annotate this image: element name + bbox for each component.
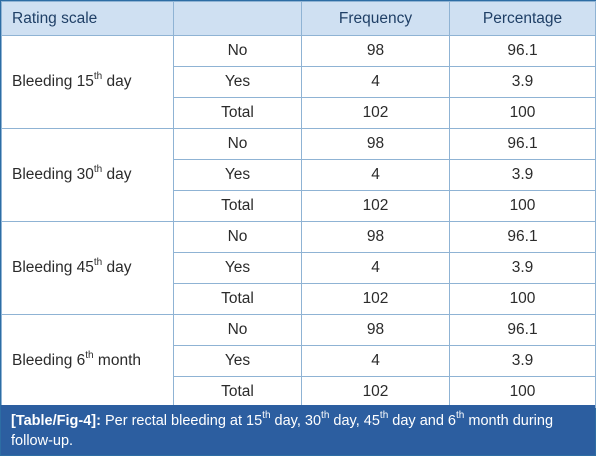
table-row: Total 102 100 [2,283,596,315]
frequency-cell: 4 [301,159,450,191]
percentage-cell: 100 [449,190,596,222]
group-label: Bleeding 15th day [1,35,174,129]
caption-text: Per rectal bleeding at 15th day, 30th da… [11,410,554,449]
response-cell: Total [173,97,302,129]
table-row: Yes 4 3.9 [2,345,596,377]
group-label-sup: th [93,70,103,82]
response-cell: Yes [173,66,302,98]
caption-sup: th [456,410,465,422]
table-caption: [Table/Fig-4]: Per rectal bleeding at 15… [1,405,595,455]
group-label: Bleeding 45th day [1,221,174,315]
response-cell: No [173,221,302,253]
frequency-cell: 102 [301,190,450,222]
caption-sup: th [379,410,389,422]
table-row: Bleeding 30th day No 98 96.1 [1,128,596,222]
group-label-sup: th [93,163,103,175]
percentage-cell: 96.1 [449,314,596,346]
caption-segment: day, 45 [329,413,380,429]
caption-sup: th [262,410,271,422]
header-percentage: Percentage [449,1,596,36]
group-label-suffix: day [102,259,132,276]
table-row: Yes 4 3.9 [2,66,596,98]
response-cell: Total [173,190,302,222]
percentage-cell: 100 [449,97,596,129]
group-label-suffix: month [93,352,141,369]
group-label-main: Bleeding 6 [12,352,86,369]
group-label-sup: th [93,256,103,268]
group-label: Bleeding 30th day [1,128,174,222]
caption-tag: [Table/Fig-4]: [11,413,101,429]
frequency-cell: 4 [301,345,450,377]
frequency-cell: 98 [301,35,450,67]
frequency-cell: 102 [301,97,450,129]
percentage-cell: 96.1 [449,35,596,67]
table-row: Bleeding 6th month No 98 96.1 [1,314,596,408]
group-label-main: Bleeding 45 [12,259,94,276]
percentage-cell: 3.9 [449,159,596,191]
percentage-cell: 100 [449,376,596,408]
percentage-cell: 3.9 [449,252,596,284]
bleeding-table: Rating scale Frequency Percentage Bleedi… [1,1,596,408]
group-label: Bleeding 6th month [1,314,174,408]
caption-segment: month during follow-up. [11,413,554,449]
frequency-cell: 98 [301,128,450,160]
frequency-cell: 102 [301,376,450,408]
frequency-cell: 98 [301,314,450,346]
response-cell: Yes [173,159,302,191]
group-label-suffix: day [102,166,132,183]
frequency-cell: 102 [301,283,450,315]
response-cell: Total [173,376,302,408]
response-cell: No [173,314,302,346]
header-frequency: Frequency [301,1,450,36]
frequency-cell: 4 [301,252,450,284]
caption-segment: Per rectal bleeding at 15 [100,413,263,429]
caption-segment: day and 6 [388,413,456,429]
table-header-row: Rating scale Frequency Percentage [1,1,596,36]
response-cell: No [173,128,302,160]
caption-segment: day, 30 [270,413,322,429]
group-label-sup: th [85,349,94,361]
frequency-cell: 4 [301,66,450,98]
response-cell: Yes [173,345,302,377]
percentage-cell: 3.9 [449,345,596,377]
header-response [173,1,302,36]
percentage-cell: 96.1 [449,221,596,253]
group-label-suffix: day [102,73,132,90]
percentage-cell: 96.1 [449,128,596,160]
response-cell: No [173,35,302,67]
table-row: Bleeding 15th day No 98 96.1 [1,35,596,129]
table-row: Yes 4 3.9 [2,159,596,191]
response-cell: Yes [173,252,302,284]
response-cell: Total [173,283,302,315]
percentage-cell: 100 [449,283,596,315]
group-label-main: Bleeding 15 [12,73,94,90]
caption-sup: th [321,410,330,422]
table-row: Total 102 100 [2,190,596,222]
group-label-main: Bleeding 30 [12,166,94,183]
header-rating-scale: Rating scale [1,1,174,36]
table-row: Bleeding 45th day No 98 96.1 [1,221,596,315]
table-row: Total 102 100 [2,376,596,408]
percentage-cell: 3.9 [449,66,596,98]
frequency-cell: 98 [301,221,450,253]
